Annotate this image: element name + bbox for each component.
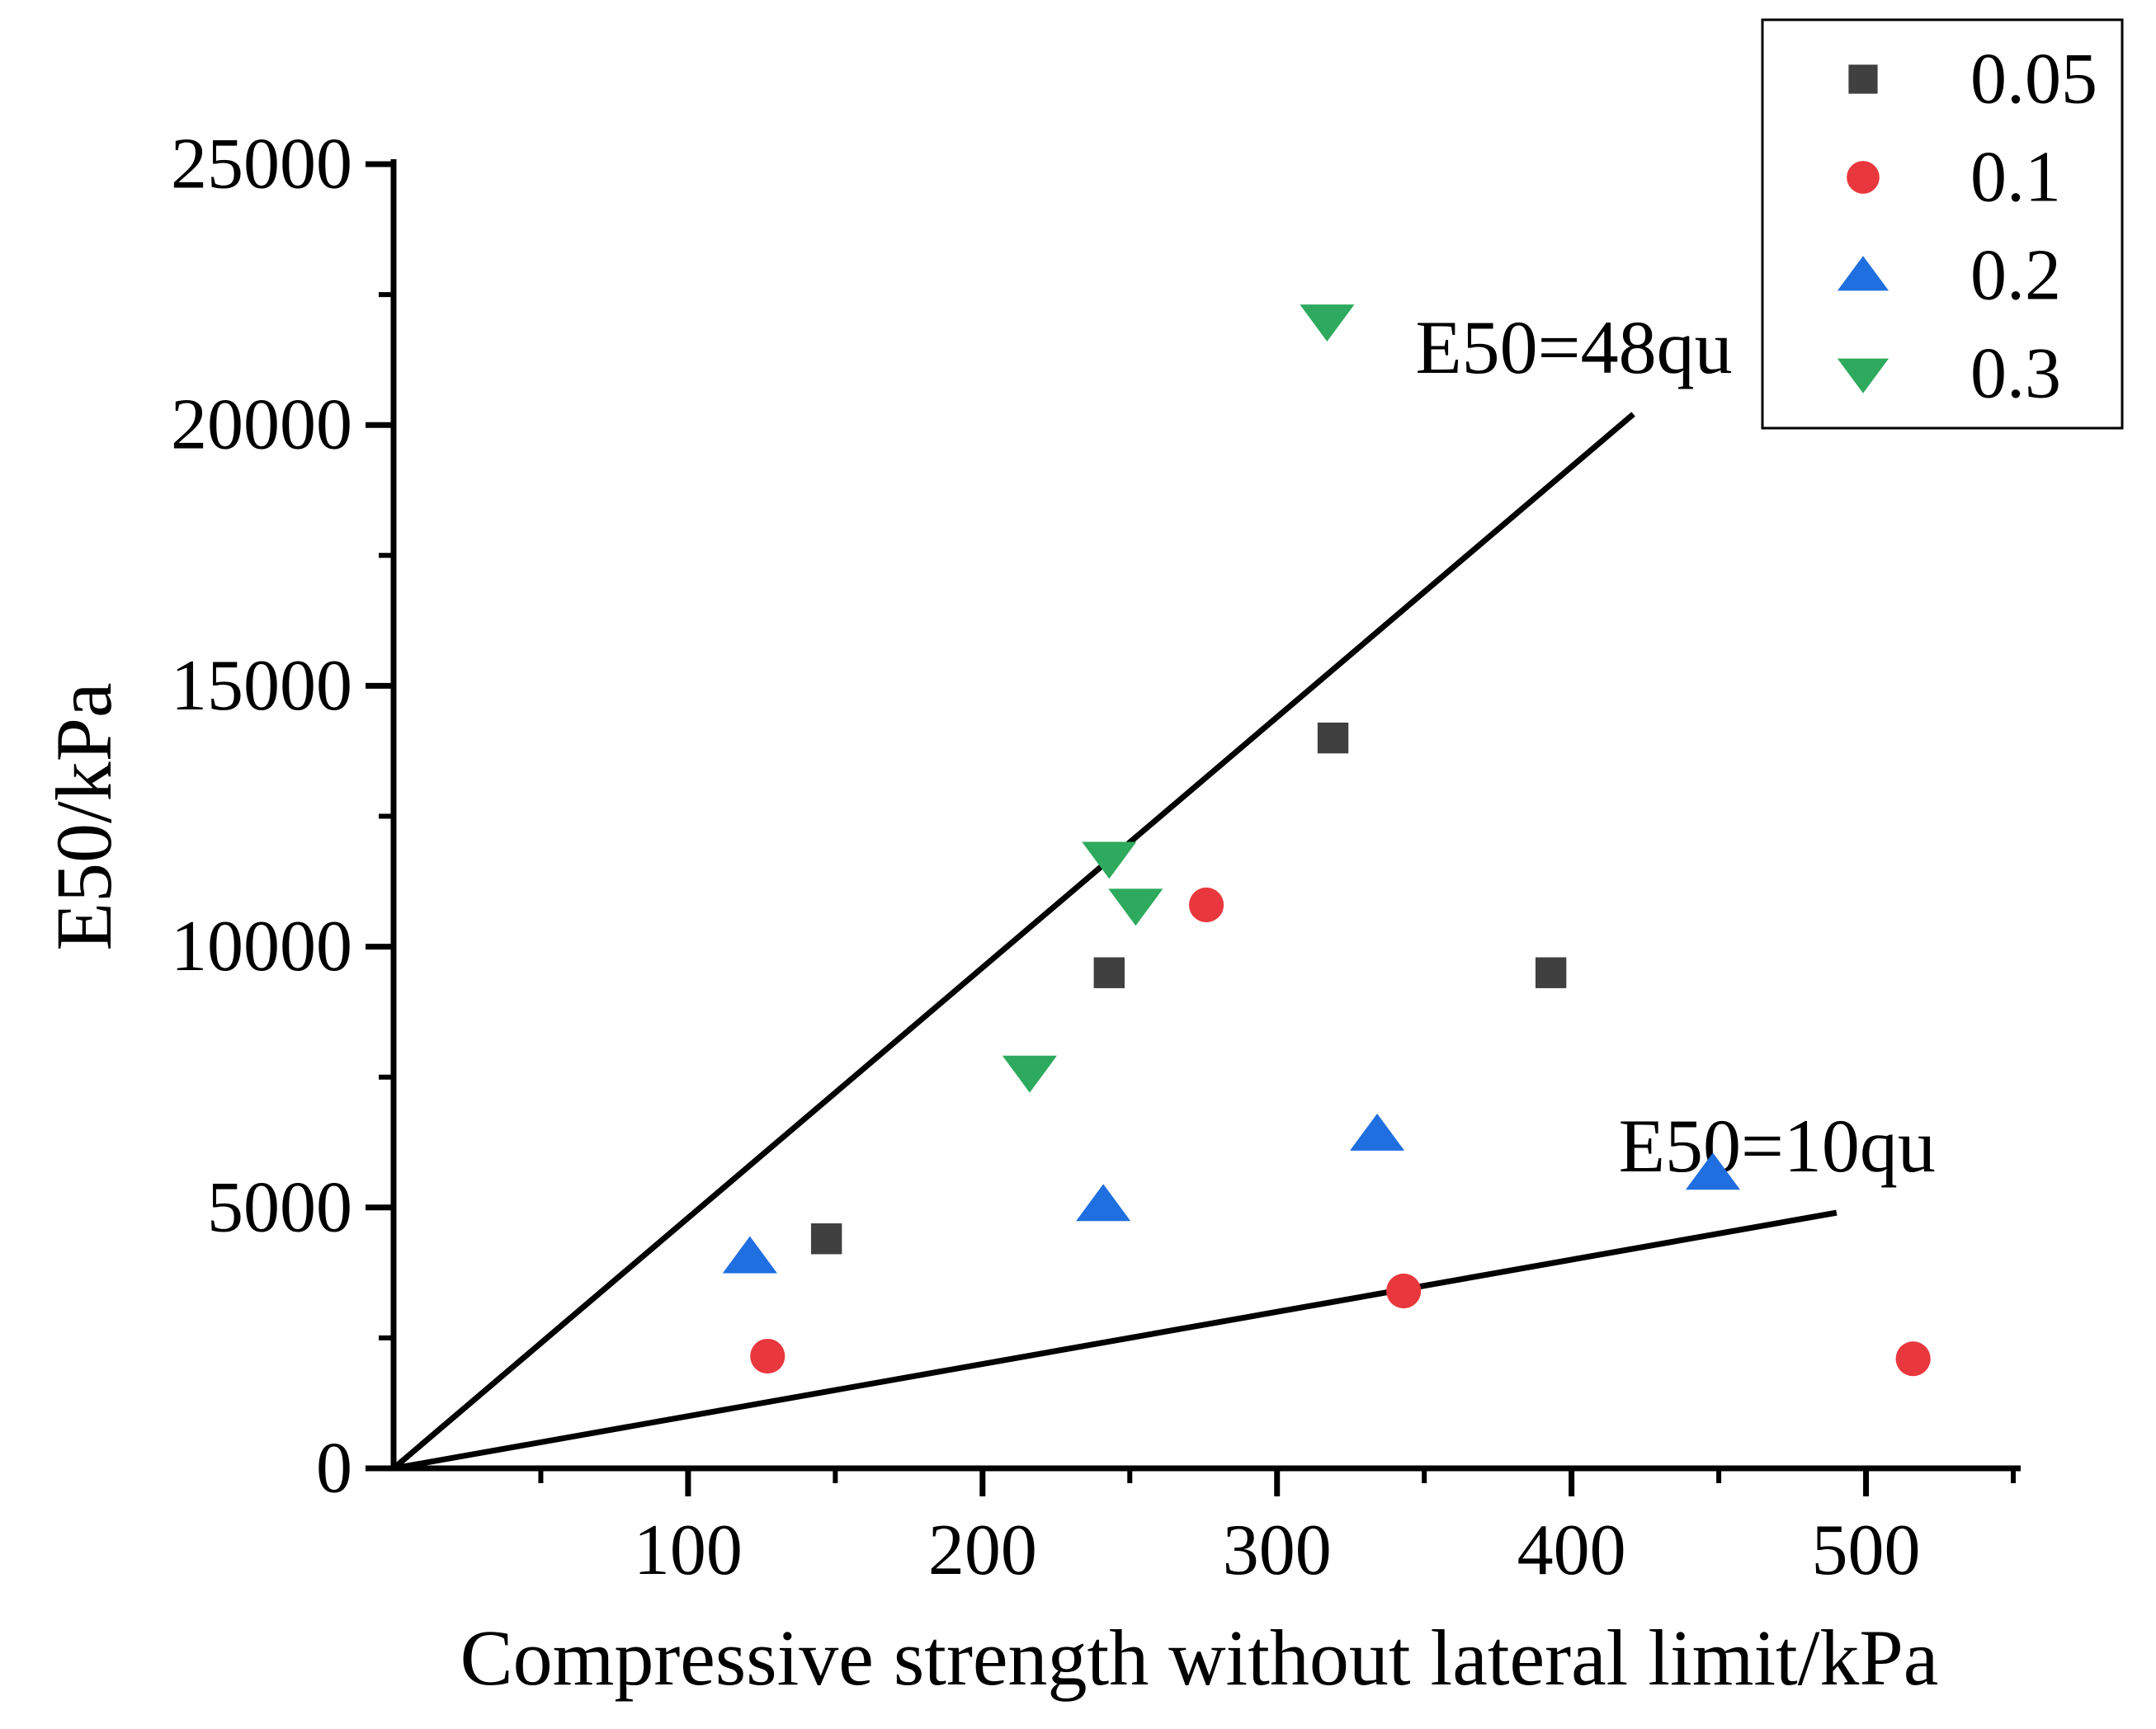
legend-marker (1837, 358, 1889, 393)
data-point-series-0.2 (1685, 1152, 1741, 1190)
data-point-series-0.1 (1386, 1273, 1422, 1309)
y-tick-label: 25000 (171, 125, 352, 205)
reference-lines: E50=48qu E50=10qu (391, 305, 1936, 1472)
x-tick-label: 200 (928, 1510, 1037, 1590)
fit-line-label: E50=10qu (1619, 1104, 1936, 1188)
legend-label: 0.2 (1970, 236, 2061, 316)
data-point-series-0.05 (810, 1223, 842, 1255)
x-tick-label: 300 (1223, 1510, 1332, 1590)
legend-box (1761, 18, 2124, 430)
y-tick-label: 5000 (207, 1167, 352, 1247)
data-point-series-0.3 (1108, 888, 1163, 926)
data-point-series-0.2 (1076, 1184, 1131, 1222)
x-tick-label: 400 (1517, 1510, 1626, 1590)
y-tick-label: 20000 (171, 385, 352, 465)
x-tick-label: 100 (634, 1510, 743, 1590)
data-point-series-0.1 (750, 1338, 786, 1374)
y-tick-label: 0 (316, 1429, 352, 1509)
data-point-series-0.3 (1082, 841, 1137, 879)
data-point-series-0.05 (1317, 722, 1349, 754)
data-point-series-0.1 (1895, 1341, 1931, 1377)
legend-marker (1848, 64, 1878, 94)
data-point-series-0.1 (1188, 887, 1224, 923)
legend-label: 0.05 (1970, 40, 2097, 120)
y-tick-label: 10000 (171, 907, 352, 987)
y-tick-label: 15000 (171, 646, 352, 726)
data-point-series-0.3 (1002, 1055, 1057, 1093)
axes: 0 5000 10000 15000 20000 25000 100 200 300 400 500… (40, 125, 2021, 1702)
fit-line-0 (391, 412, 1635, 1471)
legend-label: 0.3 (1970, 334, 2061, 414)
x-tick-label: 500 (1812, 1510, 1921, 1590)
fit-line-label: E50=48qu (1415, 305, 1732, 389)
legend-marker (1847, 161, 1880, 194)
legend-marker (1837, 256, 1889, 291)
data-point-series-0.2 (1350, 1113, 1405, 1151)
x-axis-title: Compressive strength without lateral lim… (460, 1614, 1939, 1702)
data-point-series-0.05 (1093, 957, 1125, 988)
fit-line-1 (393, 1209, 1838, 1472)
data-point-series-0.3 (1300, 304, 1355, 342)
data-points (722, 304, 1931, 1377)
y-axis-title: E50/kPa (40, 682, 128, 950)
data-point-series-0.2 (722, 1236, 777, 1274)
data-point-series-0.05 (1535, 957, 1567, 988)
legend-label: 0.1 (1970, 138, 2061, 218)
legend: 0.05 0.1 0.2 0.3 (1761, 18, 2124, 430)
